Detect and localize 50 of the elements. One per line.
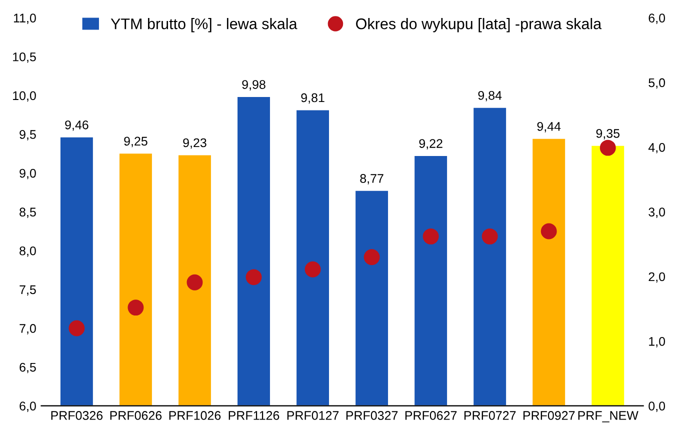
x-tick-label: PRF1126 xyxy=(228,411,280,420)
point xyxy=(68,320,85,336)
y-tick-label: 6,5 xyxy=(20,362,36,374)
y2-tick-label: 2,0 xyxy=(648,272,666,283)
legend-label: YTM brutto [%] - lewa skala xyxy=(110,18,298,32)
data-label: 9,46 xyxy=(65,120,88,131)
y-tick-label: 9,0 xyxy=(20,168,36,180)
data-label: 9,23 xyxy=(183,138,206,149)
y2-tick-label: 1,0 xyxy=(649,336,666,348)
x-tick-label: PRF0626 xyxy=(110,411,162,420)
data-label: 8,77 xyxy=(360,174,384,184)
x-tick-label: PRF0627 xyxy=(405,411,457,420)
y2-tick-label: 5,0 xyxy=(648,78,666,89)
data-label: 9,84 xyxy=(478,90,502,102)
data-label: 9,25 xyxy=(124,136,148,148)
data-label: 9,81 xyxy=(301,93,324,104)
x-tick-label: PRF0327 xyxy=(346,411,398,420)
point xyxy=(304,261,321,278)
point xyxy=(246,269,262,286)
data-label: 9,98 xyxy=(242,80,266,90)
y-tick-label: 10,5 xyxy=(13,52,36,63)
point xyxy=(422,228,439,244)
data-label: 9,44 xyxy=(537,122,561,132)
legend-label: Okres do wykupu [lata] -prawa skala xyxy=(356,18,602,32)
y-tick-label: 9,5 xyxy=(20,130,36,140)
point xyxy=(482,228,498,244)
data-label: 9,35 xyxy=(596,129,620,140)
point xyxy=(128,300,144,316)
y2-tick-label: 0,0 xyxy=(648,402,666,412)
y-tick-label: 11,0 xyxy=(14,14,36,24)
y-tick-label: 8,0 xyxy=(20,246,36,257)
point xyxy=(540,223,557,240)
data-label: 9,22 xyxy=(419,139,442,150)
x-tick-label: PRF0727 xyxy=(464,411,516,420)
x-tick-label: PRF0326 xyxy=(51,411,103,420)
x-tick-label: PRF0927 xyxy=(523,411,575,420)
y-tick-label: 8,5 xyxy=(20,208,36,218)
y2-tick-label: 6,0 xyxy=(648,14,666,24)
y2-tick-label: 3,0 xyxy=(648,208,666,218)
x-tick-label: PRF1026 xyxy=(169,411,221,420)
y2-tick-label: 4,0 xyxy=(648,142,666,154)
y-tick-label: 6,0 xyxy=(20,402,36,412)
point xyxy=(600,140,616,156)
y-tick-label: 7,0 xyxy=(20,324,36,334)
y-tick-label: 10,0 xyxy=(13,91,36,102)
point xyxy=(186,274,203,290)
point xyxy=(364,249,380,266)
x-tick-label: PRF_NEW xyxy=(578,411,638,422)
y-tick-label: 7,5 xyxy=(20,285,36,296)
x-tick-label: PRF0127 xyxy=(287,411,339,420)
